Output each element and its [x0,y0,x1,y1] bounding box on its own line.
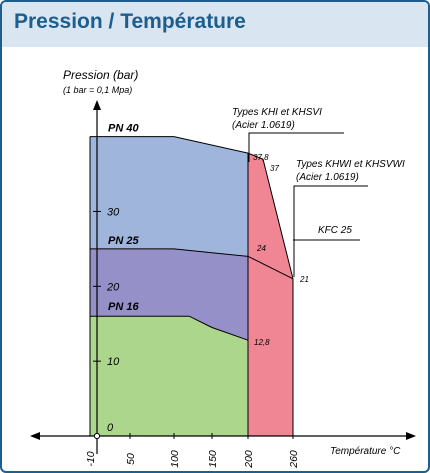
x-tick-label: -10 [85,451,97,466]
page-title: Pression / Température [14,10,246,33]
x-axis-arrow-right [406,432,416,440]
series-label-pn16: PN 16 [108,301,139,313]
y-tick-label: 10 [107,356,120,368]
x-tick-label: 50 [125,453,137,465]
value-label: 21 [299,275,309,284]
steel-outline [247,152,294,436]
annotation-khi-leader [248,132,344,162]
x-axis-arrow-left [30,432,40,440]
y-tick-label: 20 [106,281,120,293]
series-label-pn40: PN 40 [108,123,139,135]
annotation-kfc25: KFC 25 [318,225,352,236]
x-tick-label: 150 [207,450,219,468]
value-label: 37,8 [253,153,269,162]
kfc25-line [247,255,294,280]
pn40-area [90,136,248,257]
origin-marker [93,432,101,440]
y-axis-arrow [93,100,101,110]
y-axis-sublabel: (1 bar = 0,1 Mpa) [63,85,132,95]
annotation-khi: Types KHI et KHSVI [232,107,322,118]
annotation-khwi: Types KHWI et KHSVWI [296,159,405,170]
pn25-line [90,248,249,257]
pn16-area [90,316,248,436]
x-axis-label: Température °C [330,446,401,457]
steel-area [248,153,293,436]
x-tick-label: 200 [243,450,255,469]
pn40-line [90,136,249,154]
annotation-khi-sub: (Acier 1.0619) [232,120,295,131]
value-label: 12,8 [254,338,270,347]
header-bar: Pression / Température [2,2,428,47]
x-tick-label: 100 [169,450,181,468]
pn16-line [90,315,249,341]
y-tick-label: 0 [107,422,114,434]
y-axis-label: Pression (bar) [63,68,138,82]
annotation-khwi-sub: (Acier 1.0619) [296,172,359,183]
value-label: 37 [270,164,279,173]
series-label-pn25: PN 25 [108,235,139,247]
x-tick-label: 260 [288,450,300,469]
pn25-area [90,248,248,341]
value-label: 24 [256,244,266,253]
annotation-khwi-leader [293,185,368,277]
y-tick-label: 30 [107,206,120,218]
